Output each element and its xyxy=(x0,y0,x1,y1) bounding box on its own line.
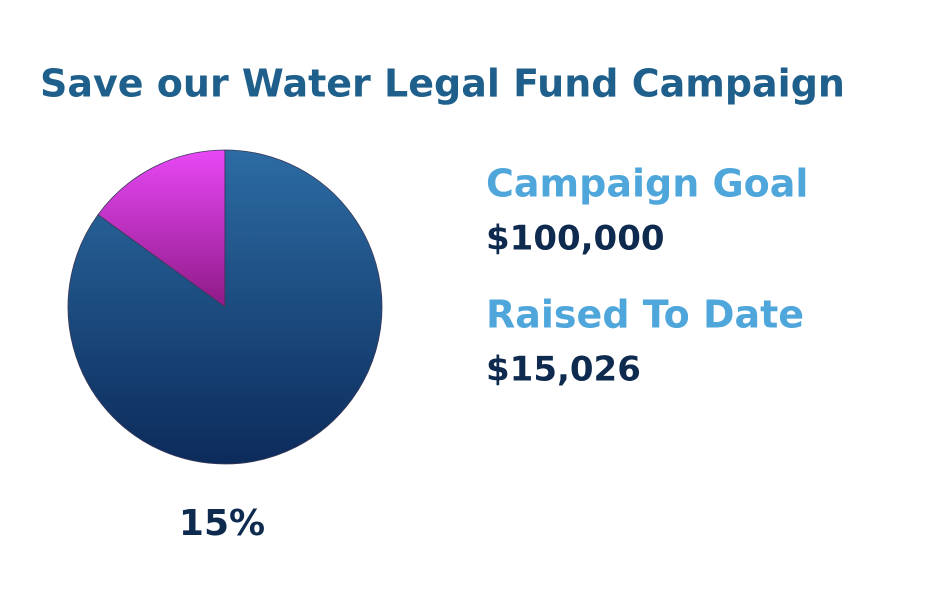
goal-label: Campaign Goal xyxy=(486,162,808,206)
pie-slice xyxy=(97,149,226,308)
raised-label: Raised To Date xyxy=(486,293,804,337)
pie-slice xyxy=(67,149,383,465)
value-label: 15% xyxy=(179,503,265,544)
chart-title: Save our Water Legal Fund Campaign xyxy=(40,62,845,106)
goal-value: $100,000 xyxy=(486,219,665,259)
raised-value: $15,026 xyxy=(486,350,641,390)
